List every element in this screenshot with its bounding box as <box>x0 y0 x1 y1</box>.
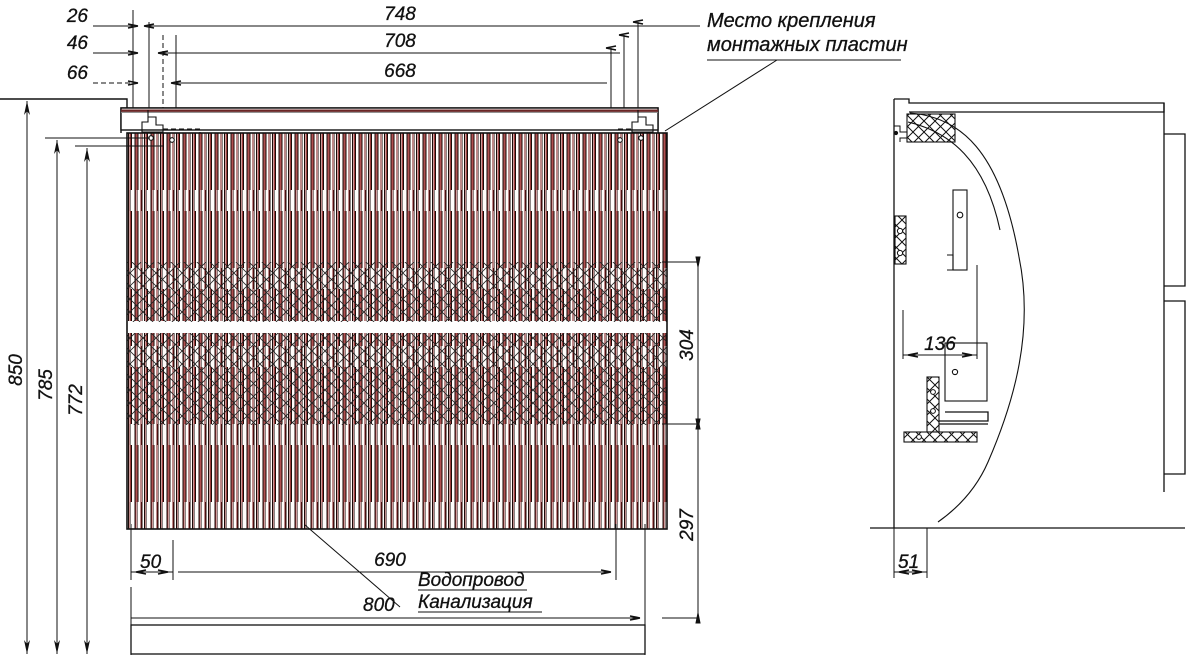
svg-text:Место крепления: Место крепления <box>707 10 876 32</box>
svg-text:66: 66 <box>67 63 89 84</box>
svg-text:690: 690 <box>374 550 406 571</box>
svg-text:монтажных пластин: монтажных пластин <box>707 34 908 56</box>
svg-text:46: 46 <box>67 33 89 54</box>
svg-text:Водопровод: Водопровод <box>418 570 524 591</box>
svg-text:708: 708 <box>384 31 416 52</box>
svg-text:785: 785 <box>36 369 57 401</box>
svg-text:850: 850 <box>6 354 27 386</box>
svg-text:297: 297 <box>677 508 698 542</box>
svg-text:50: 50 <box>140 552 162 573</box>
svg-text:772: 772 <box>66 384 87 416</box>
svg-text:26: 26 <box>66 6 89 27</box>
svg-text:Канализация: Канализация <box>418 592 533 613</box>
svg-text:51: 51 <box>898 552 919 573</box>
svg-text:668: 668 <box>384 61 416 82</box>
svg-text:136: 136 <box>924 334 956 355</box>
svg-text:748: 748 <box>384 4 416 25</box>
svg-text:304: 304 <box>677 329 698 361</box>
